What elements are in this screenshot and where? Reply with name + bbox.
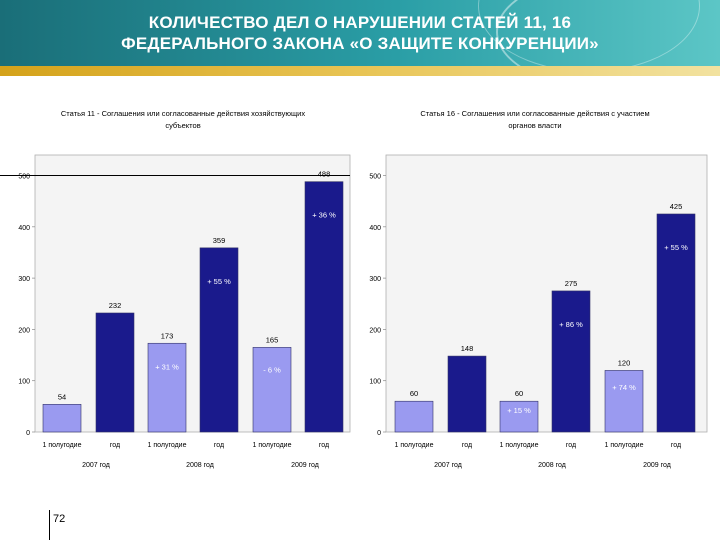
y-tick-label: 100 — [18, 379, 30, 386]
title-line-2: ФЕДЕРАЛЬНОГО ЗАКОНА «О ЗАЩИТЕ КОНКУРЕНЦИ… — [121, 34, 599, 53]
chart-bar — [147, 342, 187, 433]
data-label: 359 — [213, 236, 226, 245]
accent-stripe — [0, 66, 720, 76]
x-group-label: 2008 год — [538, 462, 566, 469]
chart-bar — [551, 290, 591, 433]
x-group-label: 2007 год — [82, 462, 110, 469]
title-line-1: КОЛИЧЕСТВО ДЕЛ О НАРУШЕНИИ СТАТЕЙ 11, 16 — [148, 13, 572, 32]
change-label: - 6 % — [263, 366, 281, 375]
x-category-label: 1 полугодие — [148, 442, 187, 449]
chart-bar — [656, 213, 696, 433]
data-label: 488 — [318, 170, 331, 179]
x-category-label: год — [671, 442, 681, 449]
page-number-divider — [49, 510, 50, 540]
data-label: 60 — [515, 389, 523, 398]
data-label: 120 — [618, 358, 631, 367]
x-category-label: год — [319, 442, 329, 449]
chart-bar — [394, 400, 434, 433]
y-tick-label: 300 — [369, 276, 381, 283]
y-tick-label: 400 — [18, 225, 30, 232]
x-group-label: 2007 год — [434, 462, 462, 469]
chart-bar — [199, 247, 239, 433]
plot-area — [34, 154, 351, 433]
x-category-label: год — [462, 442, 472, 449]
chart-title: субъектов — [165, 121, 200, 130]
y-tick-label: 200 — [369, 327, 381, 334]
x-category-label: год — [110, 442, 120, 449]
x-category-label: 1 полугодие — [500, 442, 539, 449]
y-tick-label: 500 — [18, 174, 30, 181]
change-label: + 74 % — [612, 383, 636, 392]
chart-bar — [304, 181, 344, 433]
y-tick-label: 0 — [26, 430, 30, 437]
chart-bar — [252, 347, 292, 433]
plot-area — [385, 154, 708, 433]
data-label: 165 — [266, 335, 279, 344]
x-category-label: 1 полугодие — [43, 442, 82, 449]
y-tick-label: 500 — [369, 174, 381, 181]
y-tick-label: 400 — [369, 225, 381, 232]
change-label: + 31 % — [155, 362, 179, 371]
x-category-label: 1 полугодие — [253, 442, 292, 449]
data-label: 232 — [109, 301, 122, 310]
data-label: 60 — [410, 389, 418, 398]
chart-bar — [604, 370, 644, 433]
chart-bar — [447, 355, 487, 433]
change-label: + 55 % — [207, 277, 231, 286]
y-tick-label: 200 — [18, 327, 30, 334]
x-group-label: 2009 год — [291, 462, 319, 469]
x-category-label: год — [566, 442, 576, 449]
change-label: + 55 % — [664, 243, 688, 252]
y-tick-label: 100 — [369, 379, 381, 386]
data-label: 148 — [461, 344, 474, 353]
chart-title: Статья 11 - Соглашения или согласованные… — [61, 109, 305, 118]
y-tick-label: 300 — [18, 276, 30, 283]
page-number: 72 — [53, 513, 66, 525]
chart-bar — [95, 312, 135, 433]
x-category-label: 1 полугодие — [605, 442, 644, 449]
x-category-label: 1 полугодие — [395, 442, 434, 449]
data-label: 173 — [161, 331, 174, 340]
change-label: + 36 % — [312, 211, 336, 220]
chart-bar — [499, 400, 539, 433]
data-label: 275 — [565, 279, 578, 288]
chart-title: Статья 16 - Соглашения или согласованные… — [420, 109, 649, 118]
chart-title: органов власти — [508, 121, 561, 130]
header-banner: КОЛИЧЕСТВО ДЕЛ О НАРУШЕНИИ СТАТЕЙ 11, 16… — [0, 0, 720, 66]
x-category-label: год — [214, 442, 224, 449]
page-title: КОЛИЧЕСТВО ДЕЛ О НАРУШЕНИИ СТАТЕЙ 11, 16… — [0, 12, 720, 54]
x-group-label: 2008 год — [186, 462, 214, 469]
change-label: + 15 % — [507, 406, 531, 415]
chart-bar — [42, 403, 82, 433]
change-label: + 86 % — [559, 320, 583, 329]
y-tick-label: 0 — [377, 430, 381, 437]
data-label: 54 — [58, 392, 66, 401]
x-group-label: 2009 год — [643, 462, 671, 469]
data-label: 425 — [670, 202, 683, 211]
